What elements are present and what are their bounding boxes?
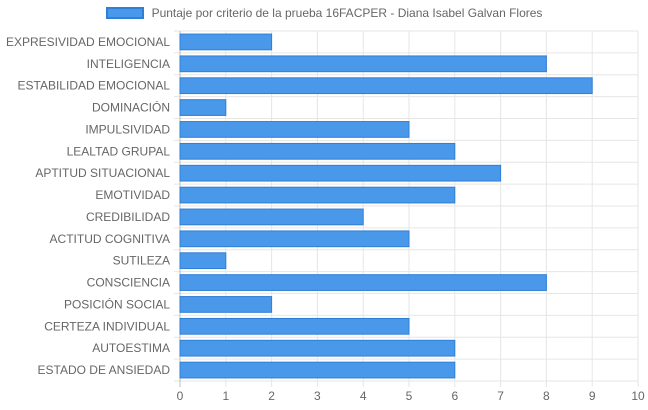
legend-label: Puntaje por criterio de la prueba 16FACP… <box>151 6 543 20</box>
category-label: CREDIBILIDAD <box>86 210 170 224</box>
x-tick-label: 5 <box>406 389 413 403</box>
x-tick-label: 10 <box>631 389 645 403</box>
x-tick-label: 7 <box>497 389 504 403</box>
bar <box>179 121 410 138</box>
bar <box>179 252 227 270</box>
bar <box>179 77 593 95</box>
bar <box>179 142 456 160</box>
category-label: SUTILEZA <box>113 254 170 268</box>
category-label: IMPULSIVIDAD <box>85 122 170 136</box>
category-label: ACTITUD COGNITIVA <box>50 232 170 246</box>
bar <box>179 317 410 335</box>
legend[interactable]: Puntaje por criterio de la prueba 16FACP… <box>0 6 648 20</box>
category-label: DOMINACIÓN <box>92 100 170 115</box>
x-tick-label: 6 <box>451 389 458 403</box>
bar <box>179 186 456 204</box>
bar <box>179 339 456 357</box>
legend-swatch <box>105 7 144 19</box>
bar <box>179 230 410 248</box>
bar <box>179 164 502 182</box>
category-label: CERTEZA INDIVIDUAL <box>44 319 170 333</box>
bar <box>179 99 227 116</box>
x-tick-label: 8 <box>543 389 550 403</box>
bar <box>179 55 547 73</box>
x-tick-label: 1 <box>222 389 229 403</box>
x-tick-label: 4 <box>360 389 367 403</box>
category-label: AUTOESTIMA <box>92 341 170 355</box>
category-label: EXPRESIVIDAD EMOCIONAL <box>6 35 170 49</box>
category-label: APTITUD SITUACIONAL <box>35 166 170 180</box>
bar <box>179 274 547 291</box>
category-label: INTELIGENCIA <box>87 57 170 71</box>
bar <box>179 296 273 313</box>
x-tick-label: 9 <box>589 389 596 403</box>
category-label: ESTADO DE ANSIEDAD <box>38 363 171 377</box>
x-tick-label: 0 <box>177 389 184 403</box>
bar <box>179 208 364 226</box>
bar <box>179 361 456 379</box>
category-label: ESTABILIDAD EMOCIONAL <box>18 79 171 93</box>
bar <box>179 33 273 51</box>
x-tick-label: 2 <box>268 389 275 403</box>
category-label: EMOTIVIDAD <box>95 188 170 202</box>
category-label: LEALTAD GRUPAL <box>67 144 171 158</box>
category-label: CONSCIENCIA <box>87 276 170 290</box>
category-label: POSICIÓN SOCIAL <box>64 296 170 311</box>
x-tick-label: 3 <box>314 389 321 403</box>
